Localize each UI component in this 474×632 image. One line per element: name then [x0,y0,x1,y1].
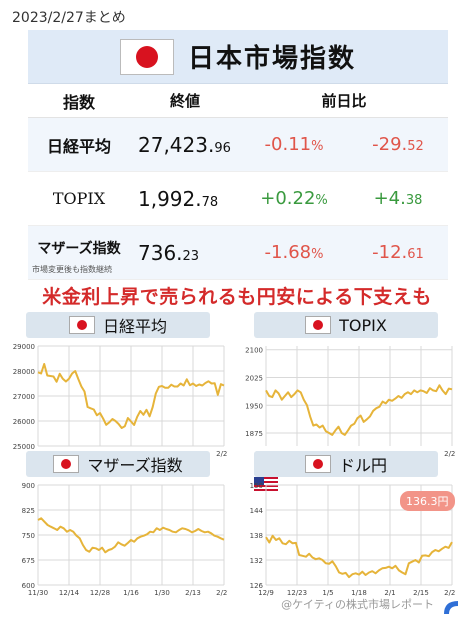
x-tick-label: 11/30 [28,589,48,597]
y-tick-label: 144 [250,507,264,515]
row-note: 市場変更後も指数継続 [32,265,112,274]
x-tick-label: 12/9 [258,589,274,597]
row-pct: +0.22% [260,188,328,209]
x-tick-label: 1/5 [322,589,333,597]
x-tick-label: 2/27 [444,450,456,458]
y-tick-label: 1950 [245,402,263,410]
x-tick-label: 12/23 [287,589,307,597]
table-row: マザーズ指数 736.23 -1.68% -12.61 市場変更後も指数継続 [28,226,448,280]
x-tick-label: 2/27 [444,589,456,597]
chart-plot: 187519502025210011/3012/1412/281/161/302… [245,346,456,458]
headline: 米金利上昇で売られるも円安による下支えも [42,286,432,308]
row-chg: +4.38 [373,188,423,209]
y-tick-label: 28000 [13,368,35,376]
y-tick-label: 825 [22,507,35,515]
y-tick-label: 600 [22,582,35,590]
row-close: 1,992.78 [138,186,219,211]
report-date: 2023/2/27まとめ [12,10,126,26]
col-index: 指数 [62,92,95,112]
x-tick-label: 1/30 [154,589,170,597]
chart-plot: 600 675 750 825 900 11/30 12/14 12/28 1/16 1/30 2/… [22,482,228,597]
x-tick-label: 2/27 [216,589,228,597]
x-tick-label: 2/1 [384,589,395,597]
row-pct: -0.11% [264,134,324,155]
table-header: 日本市場指数 [28,30,448,84]
index-table: 日本市場指数 指数 終値 前日比 日経平均 27,423.96 -0.11% -… [28,30,448,280]
chart-title: マザーズ指数 [26,451,210,477]
chart-title: ドル円 [254,451,438,493]
x-tick-label: 1/16 [123,589,139,597]
y-tick-label: 900 [22,482,35,490]
y-tick-label: 25000 [13,443,35,451]
japan-flag-icon [68,316,95,334]
chart-topix: TOPIX 187519502025210011/3012/1412/281/1… [236,312,456,464]
x-tick-label: 2/15 [413,589,429,597]
series-line [265,534,453,579]
japan-flag-icon [53,455,80,473]
y-tick-label: 132 [250,557,263,565]
series-line [265,384,453,436]
y-tick-label: 29000 [13,343,35,351]
row-chg: -12.61 [372,242,424,263]
chart-usdjpy: ドル円 126 132 138 144 150 12/9 12/23 1/5 1/18 2/1 2/… [236,451,456,603]
japan-flag-icon [304,455,331,473]
x-tick-label: 2/27 [216,450,228,458]
table-row: 日経平均 27,423.96 -0.11% -29.52 [28,118,448,172]
row-close: 736.23 [138,240,200,265]
chart-nikkei: 日経平均 250002600027000280002900011/3012/14… [8,312,228,464]
y-tick-label: 150 [250,482,263,490]
chart-plot: 250002600027000280002900011/3012/1412/28… [13,343,228,458]
y-tick-label: 675 [22,557,35,565]
column-headers: 指数 終値 前日比 [28,84,448,118]
y-tick-label: 2025 [245,374,263,382]
y-tick-label: 750 [22,532,35,540]
row-chg: -29.52 [372,134,424,155]
chart-mothers: マザーズ指数 600 675 750 825 900 11/30 12/14 12/28 1/1… [8,451,228,603]
series-line [37,363,225,429]
table-row: TOPIX 1,992.78 +0.22% +4.38 [28,172,448,226]
row-name: TOPIX [52,189,106,208]
y-tick-label: 2100 [245,347,263,355]
chart-title: TOPIX [254,312,438,338]
brand-logo-icon [444,601,458,614]
japan-flag-icon [305,316,332,334]
footer-credit: @ケイティの株式市場レポート [281,598,434,611]
row-name: 日経平均 [46,136,111,156]
japan-flag-icon [119,38,174,75]
y-tick-label: 26000 [13,418,35,426]
x-tick-label: 12/14 [59,589,80,597]
y-tick-label: 27000 [13,393,35,401]
series-line [37,517,225,554]
x-tick-label: 2/13 [185,589,201,597]
row-name: マザーズ指数 [37,240,121,257]
y-tick-label: 138 [250,532,263,540]
x-tick-label: 1/18 [351,589,367,597]
chart-title: 日経平均 [26,312,210,338]
row-pct: -1.68% [264,242,324,263]
col-close: 終値 [169,92,200,110]
x-tick-label: 12/28 [90,589,110,597]
last-value-callout: 136.3円 [400,491,455,511]
row-close: 27,423.96 [138,132,231,157]
y-tick-label: 1875 [245,430,263,438]
col-change: 前日比 [321,92,367,110]
table-title: 日本市場指数 [187,44,356,74]
y-tick-label: 126 [250,582,264,590]
